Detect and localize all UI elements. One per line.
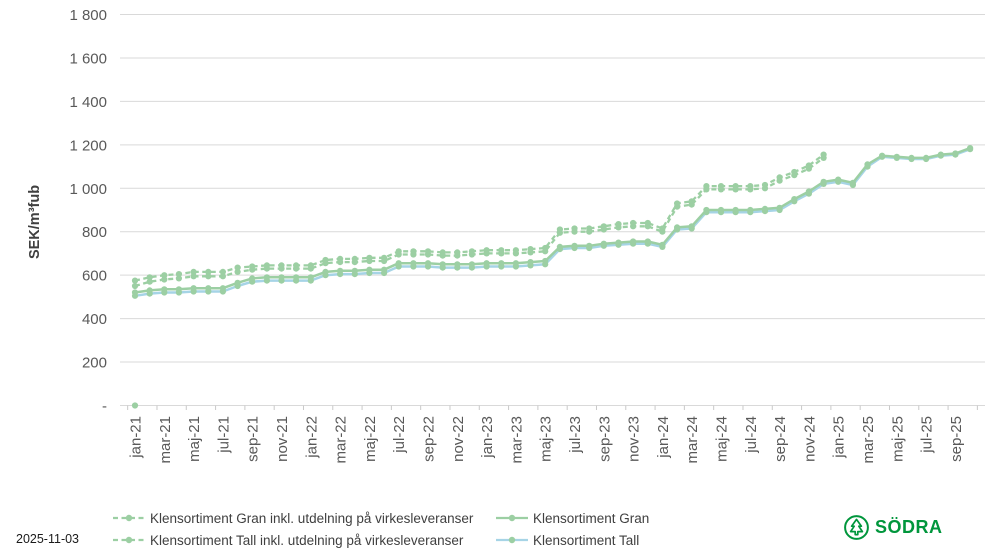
svg-text:200: 200 [82,355,107,372]
y-axis-title: SEK/m³fub [27,185,43,259]
legend-row: Klensortiment Tall inkl. utdelning på vi… [112,529,649,551]
legend-line-sample [113,514,145,522]
y-axis-labels: - 200 400 600 800 1 000 1 200 1 400 1 600 1 800 [69,7,107,415]
sodra-tree-icon [844,515,869,540]
svg-text:1 200: 1 200 [69,137,107,154]
sodra-logo: SÖDRA [843,514,943,541]
svg-text:sep-22: sep-22 [421,416,438,462]
svg-text:800: 800 [82,224,107,241]
legend-item: Klensortiment Gran [495,511,649,526]
svg-text:nov-23: nov-23 [626,416,643,462]
svg-text:jan-22: jan-22 [303,416,320,459]
legend-item: Klensortiment Gran inkl. utdelning på vi… [112,511,495,526]
svg-text:sep-25: sep-25 [948,416,965,462]
legend-label: Klensortiment Tall [533,532,640,548]
svg-text:jan-23: jan-23 [479,416,496,459]
svg-text:sep-21: sep-21 [245,416,262,462]
report-date: 2025-11-03 [16,532,80,546]
svg-text:jan-21: jan-21 [128,416,145,459]
x-axis-labels: jan-21 mar-21 maj-21 jul-21 sep-21 nov-21 jan-… [128,416,965,464]
legend-row: Klensortiment Gran inkl. utdelning på vi… [112,507,649,529]
series-3 [131,146,974,299]
svg-text:maj-25: maj-25 [889,416,906,462]
svg-text:1 400: 1 400 [69,94,107,111]
svg-text:jan-25: jan-25 [831,416,848,459]
svg-text:nov-24: nov-24 [801,416,818,462]
legend-label: Klensortiment Gran [533,510,650,526]
svg-text:mar-23: mar-23 [508,416,525,464]
price-chart: - 200 400 600 800 1 000 1 200 1 400 1 600 1 800 SE… [27,7,985,464]
legend-item: Klensortiment Tall inkl. utdelning på vi… [112,533,495,548]
svg-text:1 600: 1 600 [69,50,107,67]
svg-text:1 800: 1 800 [69,7,107,24]
svg-text:mar-24: mar-24 [684,416,701,464]
svg-text:jul-22: jul-22 [391,416,408,454]
x-axis-ticks [127,405,978,410]
svg-text:jul-24: jul-24 [743,416,760,454]
legend-line-sample [496,514,528,522]
chart-legend: Klensortiment Gran inkl. utdelning på vi… [112,507,649,551]
svg-text:mar-22: mar-22 [333,416,350,464]
svg-text:maj-23: maj-23 [538,416,555,462]
svg-text:nov-22: nov-22 [450,416,467,462]
svg-text:mar-25: mar-25 [860,416,877,464]
legend-line-sample [496,536,528,544]
svg-text:maj-21: maj-21 [186,416,203,462]
svg-text:maj-22: maj-22 [362,416,379,462]
svg-text:jan-24: jan-24 [655,416,672,459]
svg-text:600: 600 [82,268,107,285]
svg-text:nov-21: nov-21 [274,416,291,462]
series-0 [131,151,827,284]
svg-text:sep-23: sep-23 [596,416,613,462]
svg-text:sep-24: sep-24 [772,416,789,462]
legend-item: Klensortiment Tall [495,533,639,548]
sodra-wordmark: SÖDRA [875,517,943,537]
svg-text:400: 400 [82,311,107,328]
legend-label: Klensortiment Gran inkl. utdelning på vi… [150,510,474,526]
svg-text:jul-23: jul-23 [567,416,584,454]
svg-text:-: - [102,398,107,415]
svg-text:1 000: 1 000 [69,181,107,198]
series-2 [131,145,974,296]
legend-line-sample [113,536,145,544]
svg-text:mar-21: mar-21 [157,416,174,464]
zero-value-marker [131,402,139,409]
svg-text:maj-24: maj-24 [714,416,731,462]
svg-text:jul-21: jul-21 [215,416,232,454]
legend-label: Klensortiment Tall inkl. utdelning på vi… [150,532,464,548]
svg-text:jul-25: jul-25 [919,416,936,454]
gridlines [120,14,985,406]
